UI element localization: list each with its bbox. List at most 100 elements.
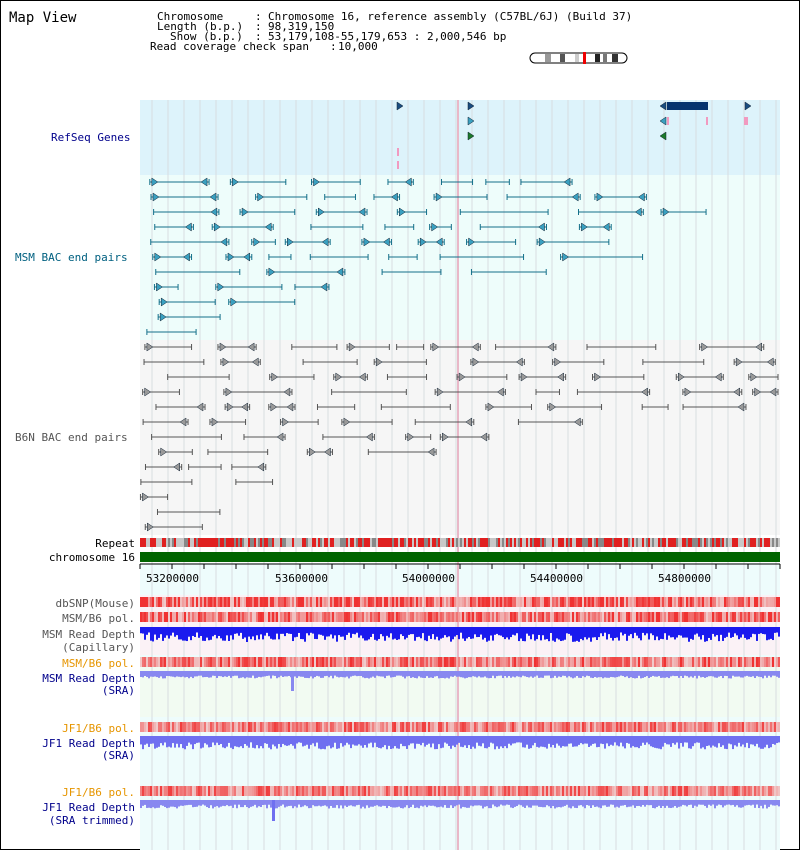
msm-depth-sra-bar xyxy=(390,671,392,678)
jf1-b6-pol-strip xyxy=(276,722,278,732)
jf1-depth-trimmed-bar xyxy=(644,800,646,807)
msm-depth-sra-bar xyxy=(458,671,460,677)
jf1-b6-pol-strip xyxy=(244,722,246,732)
dbsnp-heat-strip xyxy=(298,597,300,607)
jf1-b6-pol-strip xyxy=(174,786,176,796)
msm-depth-sra-bar xyxy=(228,671,230,676)
b6n-bac-pair xyxy=(701,342,709,352)
msm-b6-pol-strip xyxy=(364,657,366,667)
b6n-bac-pair xyxy=(160,447,168,457)
jf1-depth-sra-bar xyxy=(678,736,680,749)
jf1-b6-pol-strip xyxy=(664,722,666,732)
jf1-b6-pol-strip xyxy=(334,786,336,796)
jf1-depth-sra-bar xyxy=(150,736,152,744)
jf1-b6-pol-strip xyxy=(406,722,408,732)
msm-b6-pol-strip xyxy=(680,612,682,622)
msm-depth-sra-bar xyxy=(540,671,542,678)
msm-depth-sra-bar xyxy=(236,671,238,676)
msm-depth-capillary-bar xyxy=(570,627,572,636)
jf1-b6-pol-strip xyxy=(344,786,346,796)
jf1-b6-pol-strip xyxy=(352,722,354,732)
jf1-b6-pol-strip xyxy=(376,722,378,732)
jf1-b6-pol-strip xyxy=(440,722,442,732)
msm-b6-pol-strip xyxy=(732,657,734,667)
repeat-element xyxy=(694,538,696,547)
msm-b6-pol-strip xyxy=(346,612,348,622)
msm-depth-capillary-bar xyxy=(360,627,362,636)
dbsnp-heat-strip xyxy=(626,597,628,607)
jf1-depth-trimmed-bar xyxy=(316,800,318,807)
dbsnp-heat-strip xyxy=(392,597,394,607)
msm-depth-sra-bar xyxy=(530,671,532,677)
msm-b6-pol-strip xyxy=(630,612,632,622)
msm-depth-sra-bar xyxy=(678,671,680,678)
jf1-depth-trimmed-bar xyxy=(614,800,616,808)
jf1-b6-pol-strip xyxy=(318,786,320,796)
repeat-element xyxy=(186,538,188,547)
msm-b6-pol-strip xyxy=(268,612,270,622)
msm-depth-sra-bar xyxy=(594,671,596,677)
jf1-b6-pol-strip xyxy=(470,786,472,796)
msm-b6-pol-strip xyxy=(370,657,372,667)
show-label: Show (b.p.) xyxy=(170,30,243,43)
repeat-element xyxy=(418,538,420,547)
repeat-element xyxy=(296,538,298,547)
jf1-depth-trimmed-bar xyxy=(748,800,750,805)
jf1-depth-trimmed-bar xyxy=(430,800,432,806)
msm-b6-pol-strip xyxy=(148,612,150,622)
msm-b6-pol-strip xyxy=(634,657,636,667)
b6n-bac-pair xyxy=(737,402,745,412)
dbsnp-heat-strip xyxy=(248,597,250,607)
msm-depth-capillary-bar xyxy=(228,627,230,641)
msm-b6-pol-strip xyxy=(222,612,224,622)
track-label-msm-b6-pol-2: MSM/B6 pol. xyxy=(62,657,135,670)
msm-depth-capillary-bar xyxy=(692,627,694,640)
dbsnp-heat-strip xyxy=(448,597,450,607)
msm-depth-capillary-bar xyxy=(482,627,484,640)
jf1-b6-pol-strip xyxy=(676,722,678,732)
msm-depth-capillary-bar xyxy=(242,627,244,639)
msm-b6-pol-strip xyxy=(590,612,592,622)
jf1-depth-trimmed-bar xyxy=(382,800,384,806)
msm-depth-capillary-bar xyxy=(372,627,374,634)
msm-b6-pol-strip xyxy=(190,612,192,622)
repeat-element xyxy=(736,538,738,547)
dbsnp-heat-strip xyxy=(408,597,410,607)
msm-b6-pol-strip xyxy=(504,612,506,622)
jf1-depth-trimmed-bar xyxy=(518,800,520,805)
repeat-element xyxy=(498,538,500,547)
jf1-b6-pol-strip xyxy=(308,786,310,796)
chromosome-label: Chromosome xyxy=(157,10,224,23)
msm-b6-pol-strip xyxy=(604,657,606,667)
repeat-element xyxy=(368,538,370,547)
b6n-bac-pair xyxy=(179,417,187,427)
jf1-b6-pol-strip xyxy=(578,786,580,796)
jf1-depth-sra-bar xyxy=(386,736,388,750)
length-value: 98,319,150 xyxy=(268,20,335,33)
jf1-b6-pol-strip xyxy=(754,786,756,796)
dbsnp-heat-strip xyxy=(320,597,322,607)
track-label-jf1-depth-sra-1: JF1 Read Depth xyxy=(42,737,135,750)
msm-depth-sra-bar xyxy=(462,671,464,678)
msm-b6-pol-strip xyxy=(482,612,484,622)
jf1-b6-pol-strip xyxy=(284,786,286,796)
msm-b6-pol-strip xyxy=(640,657,642,667)
msm-depth-capillary-bar xyxy=(622,627,624,636)
jf1-b6-pol-strip xyxy=(354,722,356,732)
jf1-depth-sra-bar xyxy=(212,736,214,743)
msm-depth-sra-bar xyxy=(248,671,250,678)
msm-b6-pol-strip xyxy=(228,612,230,622)
jf1-b6-pol-strip xyxy=(734,786,736,796)
msm-b6-pol-strip xyxy=(286,612,288,622)
jf1-depth-sra-bar xyxy=(272,736,274,745)
jf1-depth-sra-bar xyxy=(560,736,562,748)
jf1-depth-sra-bar xyxy=(490,736,492,743)
show-value: 53,179,108-55,179,653 : 2,000,546 bp xyxy=(268,30,507,43)
jf1-depth-sra-bar xyxy=(464,736,466,746)
jf1-b6-pol-strip xyxy=(640,786,642,796)
msm-b6-pol-strip xyxy=(248,657,250,667)
jf1-b6-pol-strip xyxy=(608,722,610,732)
jf1-depth-sra-bar xyxy=(252,736,254,748)
msm-depth-capillary-bar xyxy=(232,627,234,640)
jf1-depth-trimmed-bar xyxy=(552,800,554,807)
